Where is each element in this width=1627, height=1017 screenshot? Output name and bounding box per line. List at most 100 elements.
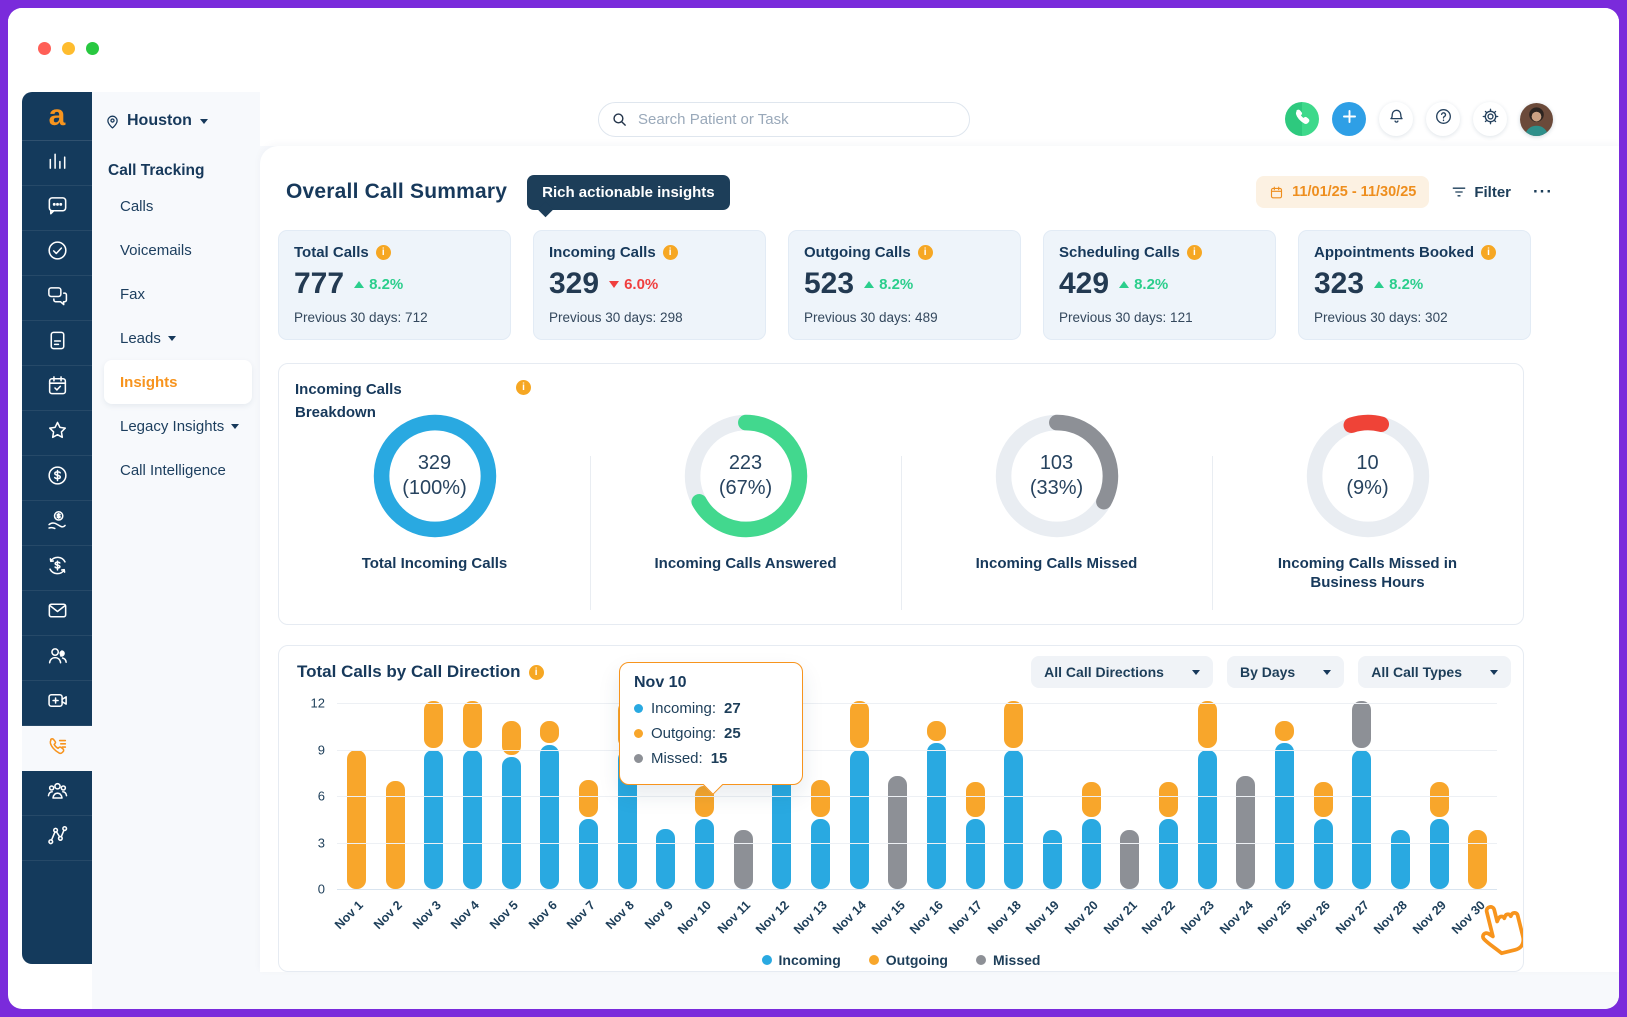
rail-hand-dollar-icon[interactable]: [22, 501, 92, 546]
rail-video-plus-icon[interactable]: [22, 681, 92, 726]
rail-analytics-icon[interactable]: [22, 141, 92, 186]
rail-calendar-check-icon[interactable]: [22, 366, 92, 411]
info-icon[interactable]: i: [516, 380, 531, 395]
bar-nov-26[interactable]: Nov 26: [1294, 703, 1343, 937]
bar-seg-incoming: [656, 828, 676, 889]
dropdown-all-call-directions[interactable]: All Call Directions: [1031, 656, 1213, 688]
rail-users-icon[interactable]: [22, 636, 92, 681]
zoom-button[interactable]: [86, 42, 99, 55]
bar-seg-missed: [1352, 701, 1372, 748]
bar-nov-6[interactable]: Nov 6: [526, 703, 569, 932]
donut-incoming-calls-answered[interactable]: 223 (67%): [678, 408, 814, 544]
info-icon[interactable]: i: [375, 245, 391, 260]
rail-document-icon[interactable]: [22, 321, 92, 366]
info-icon[interactable]: i: [528, 664, 544, 680]
info-icon[interactable]: i: [917, 245, 933, 260]
bar-nov-23[interactable]: Nov 23: [1178, 701, 1227, 937]
bar-nov-14[interactable]: Nov 14: [830, 701, 879, 937]
nav-item-calls[interactable]: Calls: [120, 197, 154, 215]
bar-nov-13[interactable]: Nov 13: [791, 703, 840, 937]
bar-nov-15[interactable]: Nov 15: [869, 703, 917, 937]
bar-nov-28[interactable]: Nov 28: [1371, 703, 1420, 937]
bar-seg-outgoing: [540, 721, 560, 743]
donut-col: 10 (9%) Incoming Calls Missed in Busines…: [1212, 408, 1523, 624]
more-options-button[interactable]: ···: [1533, 182, 1553, 201]
bar-nov-30[interactable]: Nov 30: [1449, 703, 1497, 937]
chart-controls: All Call Directions By Days All Call Typ…: [1031, 656, 1511, 688]
rail-dollar-circle-icon[interactable]: [22, 456, 92, 501]
rail-team-icon[interactable]: [22, 771, 92, 816]
bar-nov-5[interactable]: Nov 5: [487, 703, 531, 932]
bar-nov-7[interactable]: Nov 7: [564, 703, 608, 932]
settings-button[interactable]: [1473, 102, 1507, 136]
stat-card-outgoing-calls: Outgoing Calls i 523 8.2% Previous 30 da…: [788, 230, 1021, 340]
bar-nov-20[interactable]: Nov 20: [1062, 703, 1111, 937]
bar-nov-22[interactable]: Nov 22: [1139, 703, 1188, 937]
bar-nov-17[interactable]: Nov 17: [946, 703, 995, 937]
phone-button[interactable]: [1285, 102, 1319, 136]
stat-card-row: Total Calls i 777 8.2% Previous 30 days:…: [278, 230, 1531, 340]
close-button[interactable]: [38, 42, 51, 55]
bar-nov-24[interactable]: Nov 24: [1217, 703, 1265, 937]
search-icon: [613, 113, 626, 126]
notifications-button[interactable]: [1379, 102, 1413, 136]
bar-nov-16[interactable]: Nov 16: [907, 703, 956, 937]
bar-seg-incoming: [965, 819, 985, 889]
info-icon[interactable]: i: [1481, 245, 1496, 260]
bar-nov-3[interactable]: Nov 3: [410, 701, 453, 932]
donut-total-incoming-calls[interactable]: 329 (100%): [367, 408, 503, 544]
legend-incoming[interactable]: Incoming: [761, 952, 841, 968]
rail-phone-list-icon[interactable]: [22, 726, 92, 771]
nav-item-call-intelligence[interactable]: Call Intelligence: [120, 461, 226, 479]
minimize-button[interactable]: [62, 42, 75, 55]
notifications-icon: [1387, 107, 1406, 131]
nav-item-fax[interactable]: Fax: [120, 285, 146, 303]
bar-nov-9[interactable]: Nov 9: [642, 703, 685, 932]
app-logo[interactable]: a: [22, 92, 92, 141]
filter-button[interactable]: Filter: [1451, 184, 1511, 201]
nav-item-voicemails[interactable]: Voicemails: [120, 241, 192, 259]
dropdown-by-days[interactable]: By Days: [1226, 656, 1345, 688]
bar-nov-29[interactable]: Nov 29: [1410, 703, 1459, 937]
rail-check-circle-icon[interactable]: [22, 231, 92, 276]
rail-network-icon[interactable]: [22, 816, 92, 861]
rail-star-icon[interactable]: [22, 411, 92, 456]
dropdown-all-call-types[interactable]: All Call Types: [1358, 656, 1511, 688]
bar-nov-1[interactable]: Nov 1: [332, 703, 376, 932]
app-window: a Houston Call Tracking Calls Voicemails: [8, 8, 1619, 1009]
nav-item-legacy-insights[interactable]: Legacy Insights: [104, 404, 252, 448]
bar-nov-11[interactable]: Nov 11: [715, 703, 763, 936]
rail-chat-bubbles-icon[interactable]: [22, 276, 92, 321]
date-range-picker[interactable]: 11/01/25 - 11/30/25: [1256, 176, 1430, 208]
x-tick-label: Nov 9: [641, 898, 676, 932]
stat-delta: 8.2%: [1374, 276, 1423, 293]
help-button[interactable]: [1426, 102, 1460, 136]
add-button[interactable]: [1332, 102, 1366, 136]
search-input[interactable]: [636, 110, 957, 129]
bar-nov-4[interactable]: Nov 4: [448, 701, 492, 932]
gridline: [337, 703, 1497, 704]
global-search[interactable]: [598, 102, 970, 137]
rail-chat-dots-icon[interactable]: [22, 186, 92, 231]
donut-incoming-calls-missed[interactable]: 103 (33%): [989, 408, 1125, 544]
bar-nov-21[interactable]: Nov 21: [1101, 703, 1149, 937]
legend-missed[interactable]: Missed: [975, 952, 1040, 968]
bar-nov-25[interactable]: Nov 25: [1255, 703, 1304, 937]
bar-nov-18[interactable]: Nov 18: [985, 701, 1033, 937]
user-avatar[interactable]: [1520, 102, 1553, 136]
bar-nov-19[interactable]: Nov 19: [1023, 703, 1072, 937]
bar-nov-27[interactable]: Nov 27: [1333, 701, 1381, 937]
tooltip-value: 25: [724, 725, 741, 742]
bar-nov-2[interactable]: Nov 2: [371, 703, 415, 932]
location-selector[interactable]: Houston: [104, 102, 252, 140]
info-icon[interactable]: i: [1186, 245, 1202, 260]
donut-incoming-calls-missed-in-business-hours[interactable]: 10 (9%): [1300, 408, 1436, 544]
nav-item-insights[interactable]: Insights: [104, 360, 252, 404]
info-icon[interactable]: i: [662, 245, 678, 260]
legend-outgoing[interactable]: Outgoing: [868, 952, 948, 968]
x-tick-label: Nov 7: [564, 898, 599, 932]
nav-item-leads[interactable]: Leads: [104, 316, 252, 360]
rail-dollar-refresh-icon[interactable]: [22, 546, 92, 591]
rail-mail-icon[interactable]: [22, 591, 92, 636]
bar-nov-10[interactable]: Nov 10: [675, 703, 724, 937]
